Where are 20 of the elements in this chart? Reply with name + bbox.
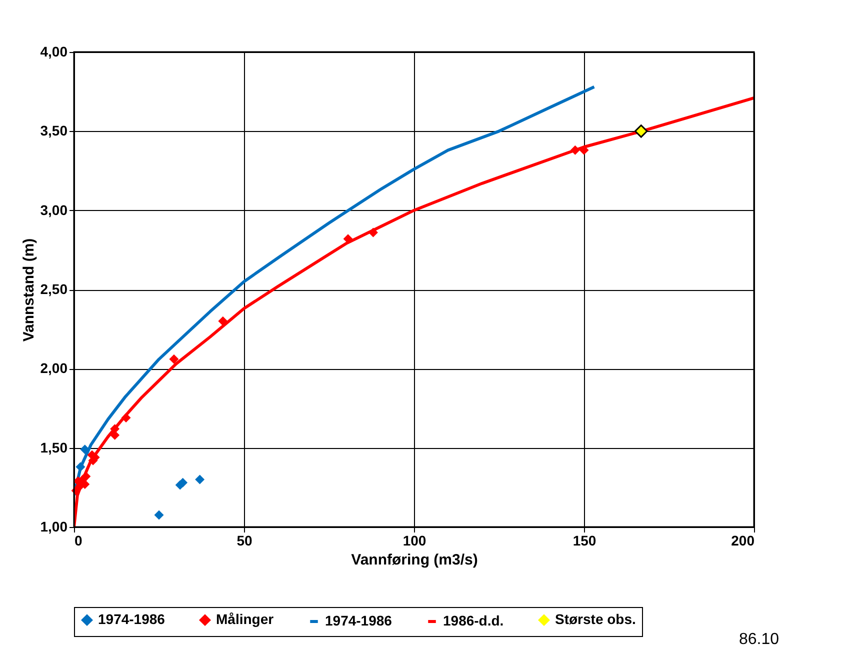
y-tick-label: 4,00 xyxy=(40,44,68,60)
x-tick-label: 50 xyxy=(236,532,252,548)
legend-label: 1974-1986 xyxy=(98,611,166,628)
y-tick-label: 2,50 xyxy=(40,281,68,297)
y-tick-label: 1,00 xyxy=(40,518,68,534)
legend-label: Største obs. xyxy=(555,611,636,628)
x-tick-label: 150 xyxy=(572,532,596,548)
x-tick-label: 0 xyxy=(74,532,82,548)
x-tick-label: 100 xyxy=(402,532,426,548)
y-axis-title: Vannstand (m) xyxy=(20,238,38,342)
y-tick-label: 3,00 xyxy=(40,202,68,218)
y-tick-label: 2,00 xyxy=(40,360,68,376)
legend-label: Målinger xyxy=(216,611,274,628)
legend-label: 1974-1986 xyxy=(325,612,392,628)
x-axis-title: Vannføring (m3/s) xyxy=(351,552,478,568)
legend-label: 1986-d.d. xyxy=(443,612,504,628)
y-tick-label: 3,50 xyxy=(40,122,68,139)
y-tick-label: 1,50 xyxy=(40,439,68,456)
x-tick-label: 200 xyxy=(731,532,755,548)
text: 86.10 xyxy=(738,631,780,648)
